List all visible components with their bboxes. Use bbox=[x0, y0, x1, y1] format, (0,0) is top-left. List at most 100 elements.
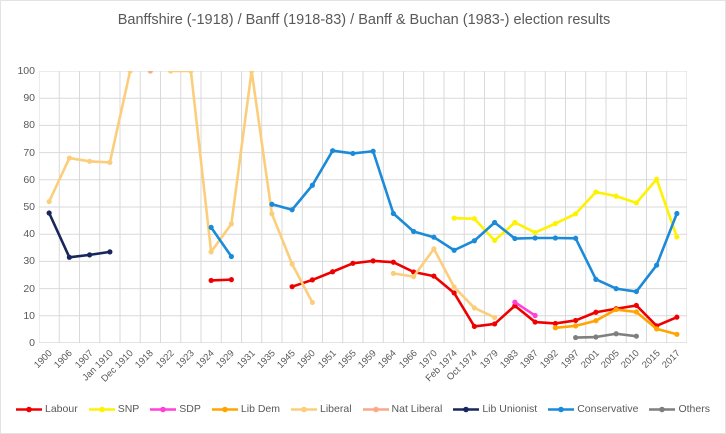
legend-label: Others bbox=[678, 403, 710, 415]
data-point bbox=[492, 237, 498, 244]
plot-svg bbox=[39, 71, 687, 343]
data-point bbox=[350, 150, 356, 157]
x-axis-tick-label: 1918 bbox=[133, 348, 157, 371]
x-axis-tick-label: 2015 bbox=[639, 348, 663, 371]
x-axis: 1900 1906 1907 Jan 1910 Dec 1910 1918 1922 1923… bbox=[32, 345, 699, 401]
data-point bbox=[512, 235, 518, 242]
legend-item-lib-unionist[interactable]: Lib Unionist bbox=[453, 403, 537, 415]
x-axis-tick-label: 1900 bbox=[32, 348, 55, 371]
x-axis-tick-label: 1929 bbox=[214, 348, 238, 371]
series-labour bbox=[208, 258, 680, 330]
data-point bbox=[573, 334, 579, 341]
data-point bbox=[552, 325, 558, 331]
legend-marker-icon bbox=[548, 405, 575, 414]
series-line bbox=[452, 177, 679, 242]
y-axis-tick-label: 10 bbox=[23, 309, 35, 322]
data-point bbox=[370, 258, 376, 264]
data-point bbox=[512, 219, 518, 226]
legend-item-liberal[interactable]: Liberal bbox=[291, 403, 352, 415]
data-point bbox=[188, 71, 194, 74]
x-axis-tick-label: 1987 bbox=[518, 348, 541, 371]
legend-item-nat-liberal[interactable]: Nat Liberal bbox=[362, 403, 443, 415]
data-point bbox=[573, 323, 579, 329]
x-axis-tick-label: 1966 bbox=[396, 348, 420, 371]
data-point bbox=[492, 321, 498, 327]
legend-item-snp[interactable]: SNP bbox=[88, 403, 140, 415]
legend-marker-icon bbox=[362, 405, 389, 414]
x-axis-tick-label: 1935 bbox=[254, 348, 278, 371]
legend-item-conservative[interactable]: Conservative bbox=[548, 403, 638, 415]
legend-label: Labour bbox=[45, 403, 78, 415]
series-line bbox=[209, 226, 233, 258]
data-point bbox=[228, 221, 234, 227]
legend-label: Nat Liberal bbox=[391, 403, 443, 415]
data-point bbox=[593, 318, 599, 324]
y-axis-tick-label: 30 bbox=[23, 255, 35, 268]
y-axis-tick-label: 60 bbox=[23, 173, 35, 186]
data-point bbox=[532, 312, 538, 319]
data-point bbox=[228, 253, 234, 260]
data-point bbox=[451, 284, 457, 290]
data-point bbox=[613, 331, 619, 337]
data-point bbox=[451, 247, 457, 253]
data-point bbox=[390, 270, 396, 276]
x-axis-tick-label: 1959 bbox=[356, 348, 379, 371]
data-point bbox=[370, 148, 376, 154]
data-point bbox=[249, 71, 255, 74]
x-axis-tick-label: 1945 bbox=[275, 348, 298, 371]
series-line bbox=[169, 71, 314, 304]
data-point bbox=[552, 320, 558, 327]
series-liberal bbox=[46, 71, 498, 321]
series-snp bbox=[451, 176, 680, 244]
data-point bbox=[471, 305, 477, 311]
legend-item-sdp[interactable]: SDP bbox=[150, 403, 201, 415]
legend-marker-icon bbox=[649, 405, 676, 414]
data-point bbox=[66, 254, 72, 260]
data-point bbox=[431, 234, 437, 240]
legend-item-labour[interactable]: Labour bbox=[16, 403, 78, 415]
x-axis-tick-label: 1997 bbox=[558, 348, 582, 371]
data-point bbox=[573, 317, 579, 324]
y-axis: 0 10 20 30 40 50 60 70 80 90 100 bbox=[5, 65, 35, 349]
legend-item-lib-dem[interactable]: Lib Dem bbox=[211, 403, 280, 415]
series-line bbox=[209, 278, 233, 282]
x-axis-tick-label: 1955 bbox=[335, 348, 359, 371]
x-axis-tick-label: 2005 bbox=[599, 348, 622, 371]
legend-label: Lib Unionist bbox=[482, 403, 538, 415]
series-line bbox=[290, 259, 679, 328]
x-axis-tick-label: 2010 bbox=[619, 348, 643, 371]
data-point bbox=[593, 309, 599, 315]
legend-marker-icon bbox=[88, 405, 115, 414]
chart-legend: Labour SNP SDP Lib Dem Liberal Nat Liberal Lib… bbox=[1, 403, 725, 415]
x-axis-tick-label: 1950 bbox=[295, 348, 319, 371]
x-axis-tick-label: 1979 bbox=[477, 348, 501, 371]
data-point bbox=[289, 284, 295, 290]
data-point bbox=[330, 269, 336, 275]
data-point bbox=[147, 71, 153, 74]
data-point bbox=[674, 331, 680, 337]
data-point bbox=[390, 259, 396, 265]
data-point bbox=[492, 219, 498, 226]
legend-label: Liberal bbox=[320, 403, 352, 415]
data-point bbox=[350, 260, 356, 266]
data-point bbox=[593, 334, 599, 340]
data-point bbox=[633, 288, 639, 295]
gridlines bbox=[39, 71, 687, 343]
legend-label: Conservative bbox=[577, 403, 639, 415]
legend-item-others[interactable]: Others bbox=[649, 403, 710, 415]
data-point bbox=[471, 216, 477, 222]
data-point bbox=[87, 158, 93, 164]
legend-label: SNP bbox=[117, 403, 140, 415]
data-point bbox=[674, 314, 680, 320]
data-point bbox=[309, 277, 315, 283]
data-point bbox=[208, 277, 214, 284]
chart-title: Banffshire (-1918) / Banff (1918-83) / B… bbox=[117, 12, 611, 28]
data-point bbox=[289, 261, 295, 267]
data-point bbox=[633, 333, 639, 339]
data-point bbox=[674, 234, 680, 240]
data-point bbox=[309, 299, 315, 306]
data-point bbox=[269, 211, 275, 217]
y-axis-tick-label: 0 bbox=[29, 337, 35, 349]
data-point bbox=[654, 176, 660, 182]
